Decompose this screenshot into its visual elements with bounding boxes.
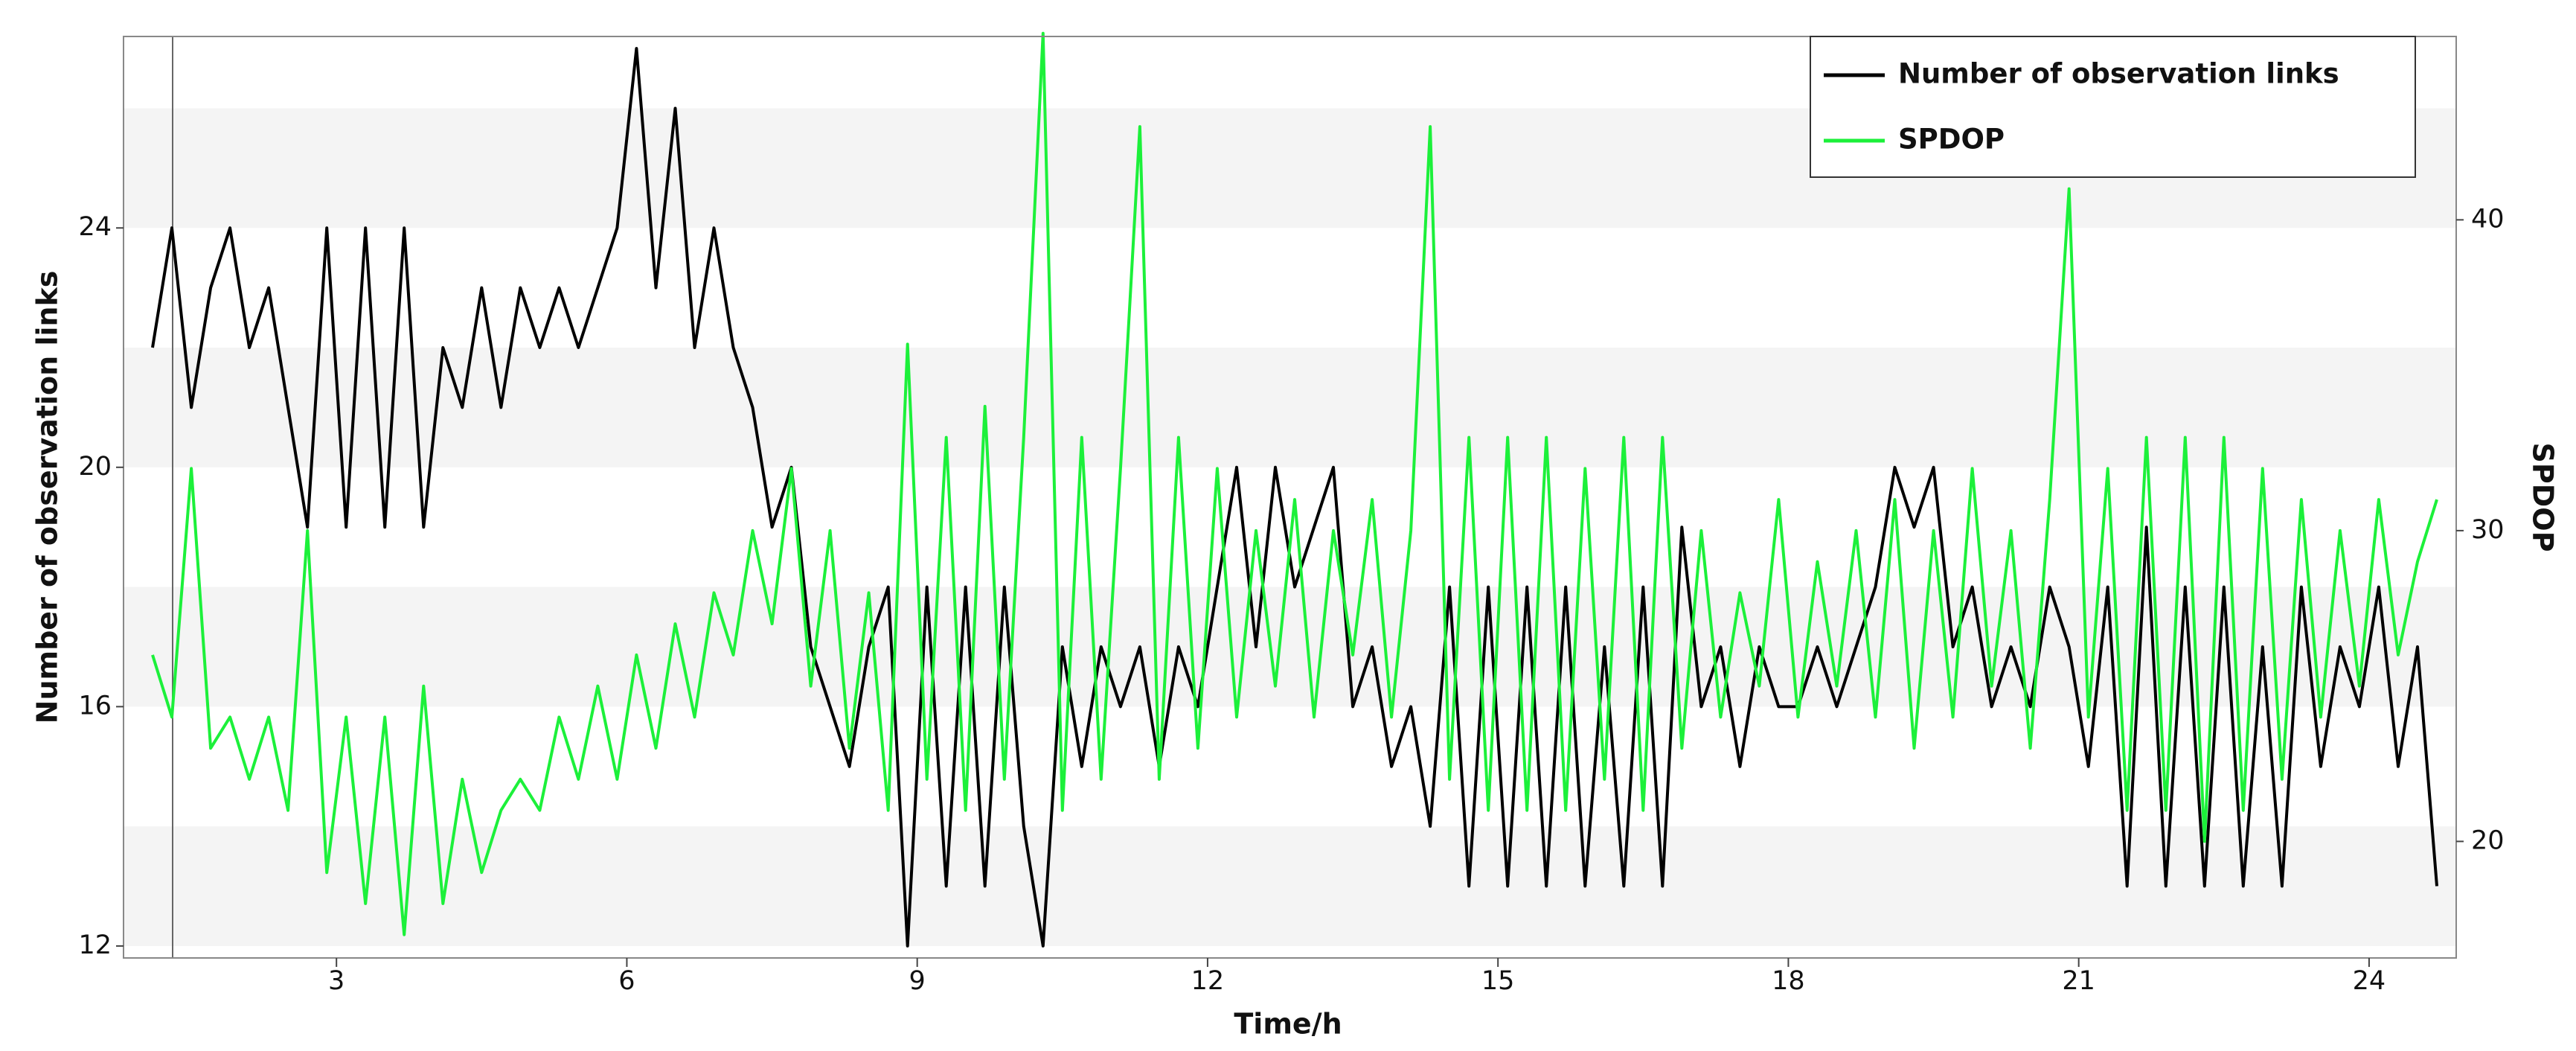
series-line xyxy=(151,47,2438,948)
x-tick-label: 9 xyxy=(909,966,926,996)
x-tick-label: 12 xyxy=(1191,966,1225,996)
series-line xyxy=(151,31,2438,936)
x-tick-label: 18 xyxy=(1772,966,1805,996)
x-tick-label: 24 xyxy=(2353,966,2386,996)
x-tick-label: 15 xyxy=(1481,966,1515,996)
grid-band xyxy=(124,348,2456,467)
line-layer xyxy=(151,31,2438,948)
y2-axis-title: SPDOP xyxy=(2527,443,2560,552)
plot-frame xyxy=(123,36,2457,959)
y2-tick-label: 40 xyxy=(2471,204,2505,234)
legend-label: Number of observation links xyxy=(1898,58,2339,90)
x-tick-label: 21 xyxy=(2062,966,2095,996)
y-tick-label: 24 xyxy=(78,212,112,242)
grid-band xyxy=(124,826,2456,946)
y-tick-label: 12 xyxy=(78,930,112,960)
x-tick-label: 6 xyxy=(618,966,635,996)
x-axis-title: Time/h xyxy=(1234,1008,1342,1041)
legend: Number of observation links SPDOP xyxy=(1810,36,2416,178)
y2-tick-label: 20 xyxy=(2471,825,2505,855)
y-tick-label: 16 xyxy=(78,691,112,721)
legend-label: SPDOP xyxy=(1898,124,2005,156)
x-tick-label: 3 xyxy=(328,966,345,996)
band-layer xyxy=(124,108,2456,946)
y-axis-title: Number of observation links xyxy=(31,271,64,724)
y2-tick-label: 30 xyxy=(2471,515,2505,545)
legend-box xyxy=(1810,36,2416,178)
grid-band xyxy=(124,587,2456,707)
y-tick-label: 20 xyxy=(78,452,112,482)
